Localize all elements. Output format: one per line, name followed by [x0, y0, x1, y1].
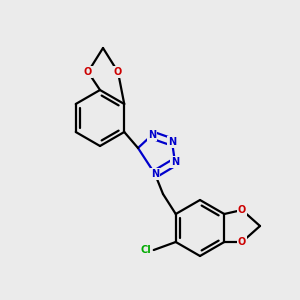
Text: O: O	[114, 67, 122, 77]
Text: N: N	[148, 130, 156, 140]
Text: O: O	[238, 237, 246, 247]
Text: N: N	[171, 157, 179, 167]
Text: N: N	[168, 137, 176, 147]
Text: N: N	[151, 169, 159, 179]
Text: O: O	[238, 205, 246, 215]
Text: Cl: Cl	[140, 245, 151, 255]
Text: O: O	[84, 67, 92, 77]
